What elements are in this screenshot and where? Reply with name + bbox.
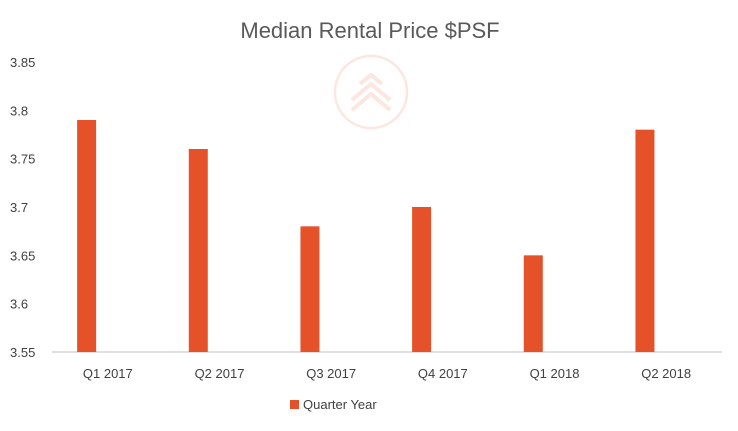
x-tick-label: Q4 2017	[418, 366, 468, 381]
legend-label: Quarter Year	[303, 397, 377, 412]
bar	[635, 129, 655, 352]
x-tick-label: Q1 2018	[530, 366, 580, 381]
bar	[300, 226, 320, 352]
legend-swatch	[290, 400, 299, 409]
legend: Quarter Year	[290, 397, 377, 412]
y-tick-label: 3.55	[10, 345, 35, 360]
y-tick-label: 3.65	[10, 248, 35, 263]
bar	[77, 120, 97, 352]
y-tick-label: 3.75	[10, 152, 35, 167]
x-tick-label: Q2 2017	[195, 366, 245, 381]
x-axis: Q1 2017 Q2 2017 Q3 2017 Q4 2017 Q1 2018 Q2 20…	[83, 366, 691, 381]
bar	[188, 149, 208, 352]
y-tick-label: 3.85	[10, 55, 35, 70]
x-tick-label: Q2 2018	[641, 366, 691, 381]
bars	[77, 120, 655, 352]
bar	[523, 255, 543, 352]
y-tick-label: 3.6	[10, 297, 28, 312]
y-tick-label: 3.8	[10, 103, 28, 118]
x-tick-label: Q1 2017	[83, 366, 133, 381]
house-logo-icon	[333, 54, 409, 130]
y-tick-label: 3.7	[10, 200, 28, 215]
chart-title: Median Rental Price $PSF	[240, 18, 499, 43]
bar	[412, 207, 432, 352]
x-tick-label: Q3 2017	[306, 366, 356, 381]
y-axis: 3.55 3.6 3.65 3.7 3.75 3.8 3.85	[10, 55, 35, 360]
